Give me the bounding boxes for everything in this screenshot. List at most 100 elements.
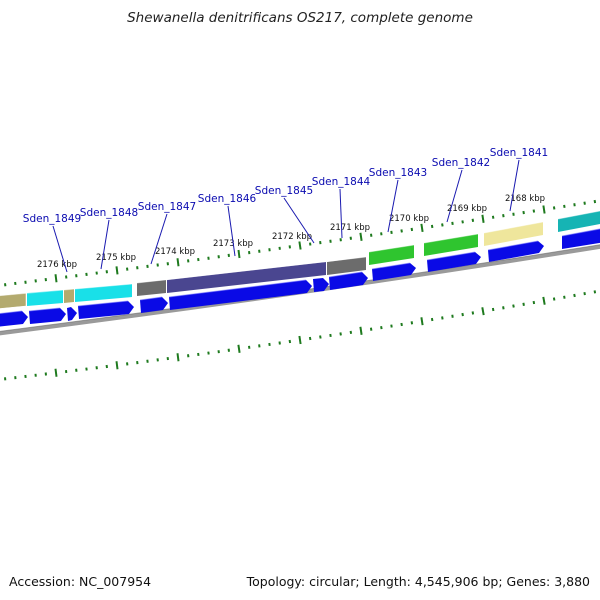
lower-minor-tick: [430, 317, 434, 322]
cds-arrow-8[interactable]: [329, 272, 368, 290]
feature-green-2[interactable]: [424, 234, 478, 256]
lower-minor-tick: [339, 332, 342, 336]
accession-text: Accession: NC_007954: [9, 574, 151, 589]
leader-sden-1845: [283, 197, 315, 244]
gene-label-sden-1849[interactable]: Sden_1849: [23, 213, 81, 225]
upper-major-tick: [115, 266, 119, 275]
upper-tick-track: [4, 199, 597, 287]
lower-major-tick: [481, 307, 485, 316]
upper-minor-tick: [400, 229, 403, 233]
upper-major-tick: [420, 223, 424, 233]
lower-major-tick: [359, 326, 363, 335]
lower-minor-tick: [369, 327, 373, 331]
upper-minor-tick: [563, 204, 566, 208]
gene-label-leaders: [52, 159, 520, 273]
lower-major-tick: [420, 317, 424, 326]
kbp-label-2169: 2169 kbp: [447, 204, 487, 214]
feature-gray-1[interactable]: [137, 280, 166, 296]
feature-track: [0, 210, 600, 309]
gene-label-sden-1844[interactable]: Sden_1844: [312, 176, 371, 188]
cds-arrow-4[interactable]: [78, 301, 134, 319]
gene-label-sden-1846[interactable]: Sden_1846: [198, 193, 257, 205]
feature-teal[interactable]: [558, 210, 600, 232]
upper-major-tick: [54, 274, 58, 283]
upper-major-tick: [481, 214, 485, 223]
upper-minor-tick: [441, 223, 444, 227]
lower-minor-tick: [552, 297, 556, 301]
lower-minor-tick: [380, 326, 383, 330]
cds-arrow-2[interactable]: [29, 308, 66, 324]
gene-label-sden-1843[interactable]: Sden_1843: [369, 167, 427, 179]
gene-label-sden-1842[interactable]: Sden_1842: [432, 157, 490, 169]
lower-minor-tick: [441, 316, 444, 320]
cds-arrow-7[interactable]: [313, 278, 329, 292]
lower-tick-track: [4, 290, 597, 381]
leader-sden-1847: [150, 213, 168, 265]
feature-gray-2[interactable]: [327, 257, 366, 275]
lower-minor-tick: [532, 300, 536, 305]
map-title: Shewanella denitrificans OS217, complete…: [127, 10, 473, 26]
feature-green-1[interactable]: [369, 245, 414, 265]
cds-arrow-11[interactable]: [488, 241, 544, 262]
feature-cyan-1[interactable]: [27, 290, 63, 306]
kbp-label-2175: 2175 kbp: [96, 253, 136, 263]
upper-minor-tick: [502, 214, 505, 218]
cds-arrow-5[interactable]: [140, 297, 168, 313]
leader-sden-1848: [100, 219, 110, 270]
upper-major-tick: [176, 258, 180, 267]
lower-minor-tick: [319, 335, 322, 339]
leader-sden-1843: [387, 179, 399, 233]
cds-arrow-10[interactable]: [427, 252, 481, 272]
kbp-label-2176: 2176 kbp: [37, 260, 77, 270]
feature-khaki-2[interactable]: [64, 289, 74, 303]
lower-minor-tick: [522, 302, 525, 306]
feature-pale-yellow[interactable]: [484, 222, 543, 246]
lower-minor-tick: [288, 339, 292, 344]
gene-label-sden-1845[interactable]: Sden_1845: [255, 185, 313, 197]
cds-highlights: [0, 228, 600, 314]
feature-cyan-2[interactable]: [75, 284, 132, 302]
gene-label-sden-1847[interactable]: Sden_1847: [138, 201, 196, 213]
feature-slate[interactable]: [167, 262, 326, 293]
cds-arrow-6[interactable]: [169, 280, 312, 310]
cds-track: [0, 228, 600, 327]
lower-major-tick: [237, 344, 241, 353]
cds-arrow-1[interactable]: [0, 311, 28, 327]
lower-minor-tick: [563, 295, 566, 299]
upper-minor-tick: [410, 227, 414, 232]
cds-arrow-3[interactable]: [67, 307, 77, 321]
lower-minor-tick: [573, 293, 576, 298]
lower-minor-tick: [461, 312, 464, 317]
lower-major-tick: [298, 335, 302, 345]
kbp-label-2170: 2170 kbp: [389, 214, 429, 224]
upper-minor-tick: [532, 209, 536, 213]
lower-major-tick: [542, 296, 546, 305]
kbp-label-2171: 2171 kbp: [330, 223, 370, 233]
kbp-label-2168: 2168 kbp: [505, 194, 545, 204]
upper-minor-tick: [593, 199, 597, 204]
leader-sden-1844: [339, 188, 343, 239]
genome-summary-text: Topology: circular; Length: 4,545,906 bp…: [246, 574, 590, 589]
cds-arrow-12[interactable]: [562, 228, 600, 249]
leader-sden-1842: [446, 169, 463, 223]
feature-highlights: [0, 210, 600, 297]
lower-major-tick: [176, 353, 180, 362]
feature-khaki-1[interactable]: [0, 292, 27, 309]
upper-minor-tick: [522, 210, 525, 215]
gene-labels: Sden_1849 Sden_1848 Sden_1847 Sden_1846 …: [23, 147, 548, 225]
lower-minor-tick: [512, 304, 515, 308]
upper-major-tick: [298, 241, 302, 250]
upper-minor-tick: [471, 218, 475, 222]
kbp-label-2172: 2172 kbp: [272, 232, 312, 242]
lower-major-tick: [54, 368, 58, 377]
gene-label-sden-1848[interactable]: Sden_1848: [80, 207, 138, 219]
upper-minor-tick: [430, 224, 434, 229]
upper-major-tick: [359, 232, 363, 241]
upper-major-tick: [237, 249, 241, 259]
lower-minor-tick: [349, 330, 353, 334]
leader-sden-1846: [227, 205, 236, 257]
lower-major-tick: [115, 361, 119, 370]
lower-minor-tick: [471, 311, 475, 315]
gene-label-sden-1841[interactable]: Sden_1841: [490, 147, 548, 159]
upper-minor-tick: [552, 206, 556, 210]
